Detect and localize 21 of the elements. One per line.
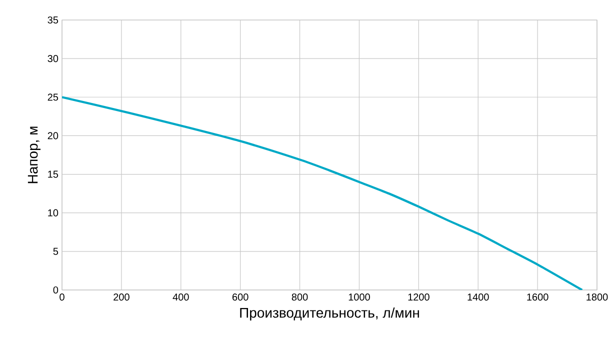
- x-tick-label: 1600: [527, 294, 548, 301]
- y-tick-label: 30: [48, 55, 58, 62]
- y-tick-label: 15: [48, 170, 58, 178]
- y-tick-label: 25: [48, 94, 58, 101]
- x-tick-label: 1000: [348, 294, 370, 301]
- y-tick-label: 20: [48, 132, 58, 140]
- x-tick-label: 1200: [408, 294, 430, 301]
- x-tick-label: 400: [172, 294, 189, 301]
- x-tick-label: 800: [292, 294, 308, 301]
- y-tick-label: 5: [53, 248, 58, 255]
- x-tick-label: 1400: [468, 294, 489, 301]
- y-tick-label: 0: [53, 286, 58, 294]
- x-tick-label: 0: [60, 294, 64, 301]
- x-tick-label: 200: [114, 294, 130, 301]
- y-axis-title: Напор, м: [28, 126, 40, 184]
- x-tick-label: 1800: [586, 294, 608, 301]
- line-series: [62, 96, 584, 290]
- y-tick-label: 10: [48, 209, 58, 216]
- x-tick-label: 600: [232, 294, 248, 301]
- x-axis-title: Производительность, л/мин: [240, 307, 419, 321]
- y-tick-label: 35: [48, 16, 58, 24]
